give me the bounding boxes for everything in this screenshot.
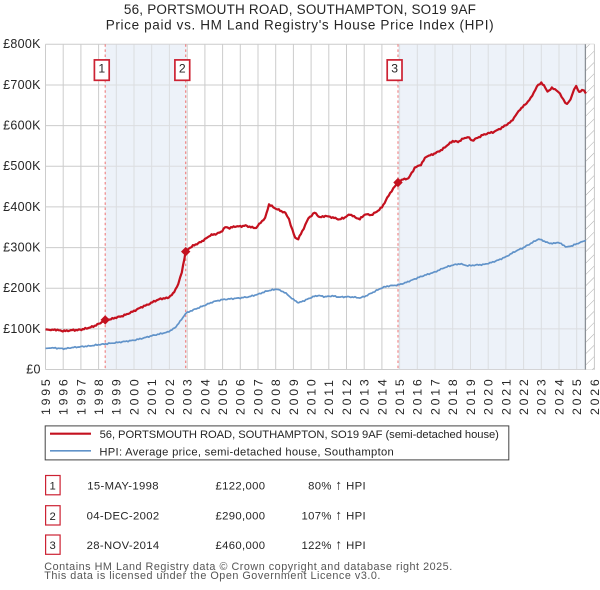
svg-text:£500K: £500K bbox=[3, 159, 41, 173]
svg-text:£100K: £100K bbox=[3, 322, 41, 336]
svg-text:3: 3 bbox=[391, 62, 398, 76]
svg-text:2023: 2023 bbox=[535, 376, 549, 415]
svg-text:2016: 2016 bbox=[411, 376, 425, 415]
svg-text:2003: 2003 bbox=[181, 376, 195, 415]
svg-text:HPI: Average price, semi-detac: HPI: Average price, semi-detached house,… bbox=[99, 446, 394, 458]
svg-text:2022: 2022 bbox=[517, 376, 531, 415]
svg-text:80% ↑ HPI: 80% ↑ HPI bbox=[308, 476, 366, 492]
svg-text:04-DEC-2002: 04-DEC-2002 bbox=[87, 511, 160, 523]
svg-text:107% ↑ HPI: 107% ↑ HPI bbox=[301, 507, 366, 523]
svg-text:£122,000: £122,000 bbox=[215, 480, 265, 492]
svg-text:2005: 2005 bbox=[216, 376, 230, 415]
svg-text:2: 2 bbox=[49, 511, 56, 523]
svg-text:£460,000: £460,000 bbox=[215, 540, 265, 552]
svg-text:2000: 2000 bbox=[127, 376, 141, 415]
svg-text:£290,000: £290,000 bbox=[215, 511, 265, 523]
svg-text:2001: 2001 bbox=[145, 376, 159, 415]
svg-text:15-MAY-1998: 15-MAY-1998 bbox=[87, 480, 159, 492]
svg-text:2021: 2021 bbox=[499, 376, 513, 415]
svg-text:Contains HM Land Registry data: Contains HM Land Registry data © Crown c… bbox=[44, 561, 452, 573]
svg-text:2002: 2002 bbox=[163, 376, 177, 415]
svg-text:2026: 2026 bbox=[588, 376, 600, 415]
svg-text:2024: 2024 bbox=[552, 376, 566, 415]
svg-text:2013: 2013 bbox=[358, 376, 372, 415]
svg-text:2009: 2009 bbox=[287, 376, 301, 415]
svg-text:1: 1 bbox=[49, 481, 56, 493]
svg-text:2012: 2012 bbox=[340, 376, 354, 415]
svg-text:56, PORTSMOUTH ROAD, SOUTHAMPT: 56, PORTSMOUTH ROAD, SOUTHAMPTON, SO19 9… bbox=[124, 2, 476, 17]
svg-text:2008: 2008 bbox=[269, 376, 283, 415]
svg-text:2011: 2011 bbox=[322, 377, 336, 415]
svg-text:2020: 2020 bbox=[482, 376, 496, 415]
svg-text:1995: 1995 bbox=[39, 376, 53, 415]
svg-text:2015: 2015 bbox=[393, 376, 407, 415]
svg-text:2006: 2006 bbox=[234, 376, 248, 415]
svg-text:Price paid vs. HM Land Registr: Price paid vs. HM Land Registry's House … bbox=[106, 18, 495, 33]
svg-text:2014: 2014 bbox=[375, 376, 389, 415]
svg-text:2017: 2017 bbox=[428, 376, 442, 415]
svg-text:£300K: £300K bbox=[3, 241, 41, 255]
svg-text:£0: £0 bbox=[26, 362, 41, 376]
svg-text:1998: 1998 bbox=[92, 376, 106, 415]
svg-text:1: 1 bbox=[98, 62, 105, 76]
svg-text:3: 3 bbox=[49, 540, 56, 552]
svg-text:2010: 2010 bbox=[305, 376, 319, 415]
svg-text:1999: 1999 bbox=[110, 376, 124, 415]
svg-text:122% ↑ HPI: 122% ↑ HPI bbox=[301, 536, 366, 552]
svg-text:2004: 2004 bbox=[198, 376, 212, 415]
svg-text:£200K: £200K bbox=[3, 281, 41, 295]
svg-text:£700K: £700K bbox=[3, 78, 41, 92]
svg-text:2018: 2018 bbox=[446, 376, 460, 415]
svg-text:28-NOV-2014: 28-NOV-2014 bbox=[87, 540, 160, 552]
svg-text:£400K: £400K bbox=[3, 200, 41, 214]
svg-text:2025: 2025 bbox=[570, 376, 584, 415]
svg-text:2019: 2019 bbox=[464, 376, 478, 415]
svg-text:1996: 1996 bbox=[57, 376, 71, 415]
svg-text:56, PORTSMOUTH ROAD, SOUTHAMPT: 56, PORTSMOUTH ROAD, SOUTHAMPTON, SO19 9… bbox=[100, 429, 500, 441]
svg-text:1997: 1997 bbox=[74, 376, 88, 415]
svg-text:£800K: £800K bbox=[3, 37, 41, 51]
svg-text:This data is licensed under th: This data is licensed under the Open Gov… bbox=[44, 570, 381, 582]
svg-text:£600K: £600K bbox=[3, 119, 41, 133]
svg-text:2007: 2007 bbox=[251, 376, 265, 415]
svg-text:2: 2 bbox=[179, 62, 186, 76]
